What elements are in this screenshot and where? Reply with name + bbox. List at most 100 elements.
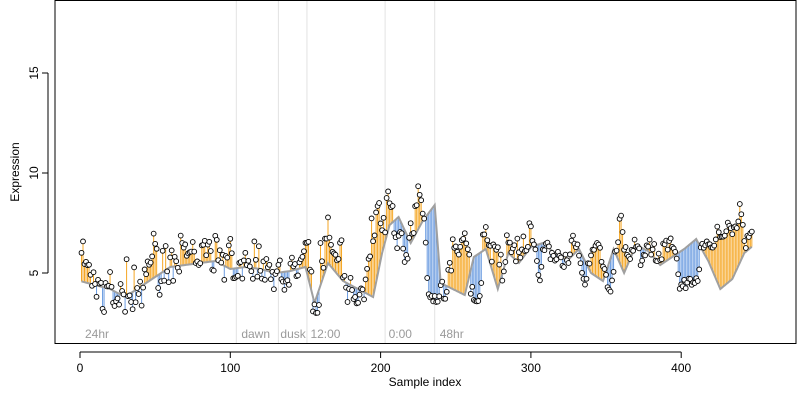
data-point xyxy=(131,264,137,271)
data-point xyxy=(404,255,411,262)
data-point xyxy=(583,275,590,282)
data-point xyxy=(326,234,333,241)
data-point xyxy=(349,287,355,293)
data-point xyxy=(513,258,519,265)
data-point xyxy=(723,228,730,235)
data-point xyxy=(170,277,177,284)
data-point xyxy=(476,293,483,299)
data-point xyxy=(520,233,527,240)
data-point xyxy=(655,250,662,257)
data-point xyxy=(147,259,154,266)
data-point xyxy=(122,308,128,315)
data-point xyxy=(434,298,441,305)
data-point xyxy=(123,256,130,263)
data-point xyxy=(164,268,171,275)
data-point xyxy=(601,266,608,272)
data-point xyxy=(558,254,564,261)
data-point xyxy=(442,295,449,302)
data-point xyxy=(356,291,363,298)
data-point xyxy=(452,243,459,250)
data-point xyxy=(637,262,644,269)
data-point xyxy=(242,249,249,256)
data-point xyxy=(257,267,264,274)
data-point xyxy=(167,254,174,261)
data-point xyxy=(240,257,247,264)
data-point xyxy=(582,281,588,288)
data-point xyxy=(228,250,235,257)
data-point xyxy=(627,256,633,262)
data-point xyxy=(245,257,252,264)
data-point xyxy=(268,276,274,283)
data-point xyxy=(207,248,214,254)
data-point xyxy=(344,299,351,305)
data-point xyxy=(546,243,552,250)
y-axis-title: Expression xyxy=(8,142,22,201)
data-point xyxy=(537,277,543,284)
data-point xyxy=(150,230,157,237)
period-annotation: 0:00 xyxy=(389,327,413,341)
data-point xyxy=(218,259,225,266)
data-point xyxy=(155,285,162,291)
period-annotation: dawn xyxy=(241,327,270,341)
data-point xyxy=(216,247,223,254)
data-point xyxy=(603,271,609,278)
data-point xyxy=(234,272,241,279)
data-point xyxy=(494,244,501,251)
data-point xyxy=(101,309,107,315)
data-point xyxy=(162,243,169,249)
data-point xyxy=(413,202,420,209)
data-point xyxy=(253,256,259,263)
x-tick-label: 400 xyxy=(671,361,691,375)
data-point xyxy=(648,251,654,258)
data-point xyxy=(383,195,390,201)
data-point xyxy=(221,276,228,283)
data-point xyxy=(694,278,701,284)
data-point xyxy=(748,228,755,235)
data-point xyxy=(424,275,431,281)
data-point xyxy=(502,259,509,265)
data-point xyxy=(376,200,382,206)
data-point xyxy=(466,251,473,258)
data-point xyxy=(504,232,510,239)
data-point xyxy=(469,283,476,290)
data-point xyxy=(675,271,682,278)
data-point xyxy=(173,258,180,265)
data-point xyxy=(463,240,470,247)
data-point xyxy=(311,301,318,308)
data-point xyxy=(246,263,253,270)
data-point xyxy=(316,302,322,308)
data-point xyxy=(254,273,261,280)
data-point xyxy=(341,272,348,279)
x-axis-title: Sample index xyxy=(389,375,462,389)
data-point xyxy=(672,248,679,255)
data-point xyxy=(149,253,155,260)
y-tick-label: 5 xyxy=(27,269,41,276)
data-point xyxy=(464,246,471,253)
data-point xyxy=(646,236,653,243)
data-point xyxy=(286,281,292,288)
data-points xyxy=(78,183,755,316)
data-point xyxy=(419,210,426,217)
data-point xyxy=(586,260,593,267)
data-point xyxy=(400,245,406,252)
data-point xyxy=(416,191,423,198)
data-point xyxy=(314,309,321,316)
data-point xyxy=(143,271,149,278)
data-point xyxy=(86,261,92,268)
data-point xyxy=(618,212,624,219)
data-point xyxy=(398,230,405,237)
data-point xyxy=(448,267,455,274)
data-point xyxy=(271,286,277,293)
data-point xyxy=(355,299,361,306)
data-point xyxy=(317,240,324,246)
y-tick-label: 15 xyxy=(27,66,41,80)
data-point xyxy=(332,251,339,258)
data-point xyxy=(394,245,400,252)
data-point xyxy=(380,214,387,221)
data-point xyxy=(436,293,443,300)
period-annotation: 24hr xyxy=(85,327,109,341)
data-point xyxy=(117,281,124,287)
data-point xyxy=(532,246,539,253)
data-point xyxy=(531,241,537,248)
data-point xyxy=(168,247,175,254)
